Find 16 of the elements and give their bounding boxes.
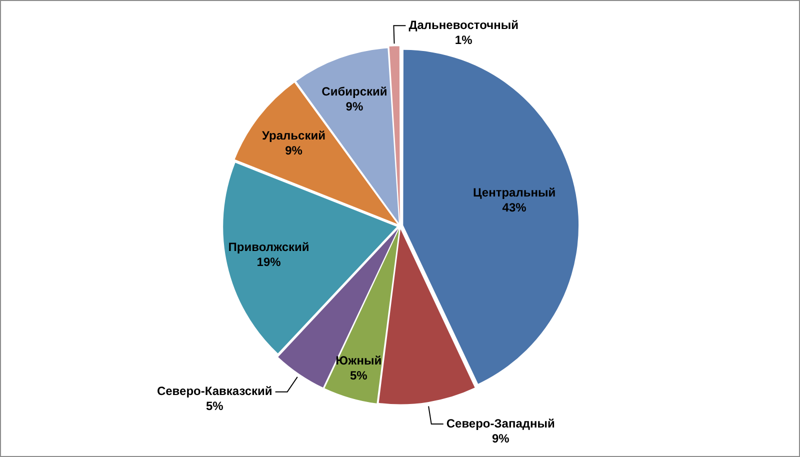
data-label: 9%: [492, 431, 510, 446]
data-label: 5%: [206, 399, 224, 414]
slice-label: Сибирский: [322, 84, 388, 98]
slice-label: Дальневосточный: [408, 18, 519, 32]
slice-label: Северо-Западный: [446, 416, 555, 430]
data-label: 9%: [285, 143, 303, 158]
data-label: 9%: [346, 99, 364, 114]
slice-label: Приволжский: [228, 240, 310, 254]
data-label: 43%: [502, 200, 527, 214]
slice-label: Северо-Кавказский: [156, 384, 272, 398]
slice-label: Южный: [336, 353, 382, 368]
data-label: 19%: [256, 255, 282, 270]
slice-label: Уральский: [262, 128, 326, 142]
data-label: 5%: [350, 368, 368, 382]
slice-label: Центральный: [472, 185, 556, 200]
data-label: 1%: [454, 32, 473, 47]
